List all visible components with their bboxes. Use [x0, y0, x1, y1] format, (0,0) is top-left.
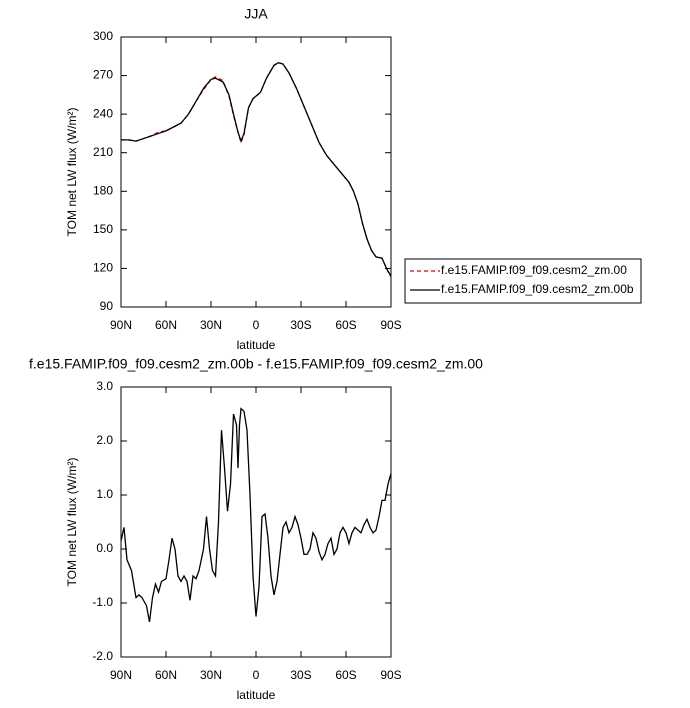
legend-label: f.e15.FAMIP.f09_f09.cesm2_zm.00b	[441, 282, 634, 296]
x-tick-label: 90S	[380, 668, 401, 682]
x-tick-label: 90N	[110, 668, 132, 682]
x-tick-label: 30S	[290, 318, 311, 332]
y-tick-label: 90	[100, 299, 114, 313]
series-line	[121, 62, 392, 278]
series-line	[120, 407, 392, 623]
y-tick-label: 300	[93, 29, 113, 43]
plot-frame	[120, 36, 392, 308]
y-tick-label: 0.0	[96, 541, 113, 555]
x-tick-label: 90N	[110, 318, 132, 332]
x-tick-label: 60S	[335, 668, 356, 682]
y-tick-label: 270	[93, 68, 113, 82]
series-line	[121, 62, 392, 277]
x-axis-label: latitude	[237, 338, 276, 352]
x-tick-label: 60N	[155, 318, 177, 332]
x-tick-label: 30S	[290, 668, 311, 682]
y-tick-label: 150	[93, 222, 113, 236]
chart-title: f.e15.FAMIP.f09_f09.cesm2_zm.00b - f.e15…	[29, 356, 483, 372]
y-tick-label: 180	[93, 183, 113, 197]
y-tick-label: 1.0	[96, 487, 113, 501]
y-tick-label: 210	[93, 145, 113, 159]
legend-label: f.e15.FAMIP.f09_f09.cesm2_zm.00	[441, 263, 627, 277]
x-tick-label: 60N	[155, 668, 177, 682]
y-axis-label: TOM net LW flux (W/m²)	[65, 108, 79, 237]
x-tick-label: 30N	[200, 668, 222, 682]
y-axis-label: TOM net LW flux (W/m²)	[65, 458, 79, 587]
y-tick-label: -2.0	[92, 649, 113, 663]
x-tick-label: 30N	[200, 318, 222, 332]
y-tick-label: -1.0	[92, 595, 113, 609]
x-tick-label: 90S	[380, 318, 401, 332]
y-tick-label: 240	[93, 106, 113, 120]
x-tick-label: 60S	[335, 318, 356, 332]
chart-title: JJA	[244, 6, 268, 22]
y-tick-label: 3.0	[96, 379, 113, 393]
legend-box	[404, 258, 642, 304]
y-tick-label: 120	[93, 261, 113, 275]
x-tick-label: 0	[253, 318, 260, 332]
x-axis-label: latitude	[237, 688, 276, 702]
y-tick-label: 2.0	[96, 433, 113, 447]
x-tick-label: 0	[253, 668, 260, 682]
